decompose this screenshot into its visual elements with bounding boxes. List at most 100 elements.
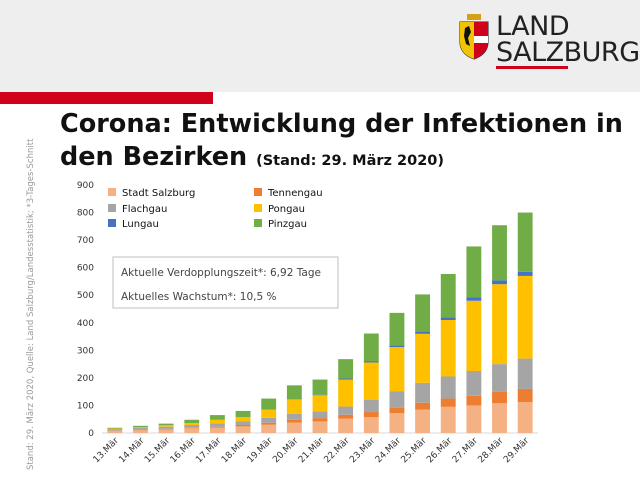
x-tick-label: 28.Mär [476,436,505,465]
bar-segment-pinzgau [363,333,379,362]
x-tick-label: 15.Mär [143,436,172,465]
bar-segment-stadt-salzburg [363,417,379,433]
legend-label: Tennengau [267,188,323,199]
y-tick-label: 300 [77,346,94,356]
bar-segment-flachgau [158,426,174,429]
x-tick-label: 18.Mär [220,436,249,465]
y-tick-label: 600 [77,264,94,274]
logo-underline [496,66,568,69]
bar-segment-stadt-salzburg [261,424,277,433]
y-tick-label: 200 [77,374,94,384]
logo-line-2: SALZBURG [496,37,640,68]
bar-segment-tennengau [440,398,456,407]
bar-segment-pongau [466,300,482,371]
bar-segment-stadt-salzburg [107,430,123,433]
bar-segment-tennengau [517,388,533,403]
x-tick-label: 13.Mär [92,436,121,465]
bar-segment-tennengau [209,426,225,428]
bar-segment-flachgau [235,421,251,426]
bar-segment-flachgau [440,376,456,399]
bar-segment-pinzgau [517,212,533,272]
bar-segment-flachgau [312,411,328,419]
accent-bar [0,92,213,104]
bar-segment-pinzgau [492,225,507,281]
bar-segment-stadt-salzburg [158,429,174,433]
header-bar [0,0,640,92]
y-tick-label: 400 [77,319,94,329]
land-salzburg-logo: LAND SALZBURG [456,10,640,80]
bar-segment-pongau [440,320,456,377]
x-tick-label: 14.Mär [117,436,146,465]
bar-segment-tennengau [184,427,200,429]
bar-segment-pinzgau [158,423,174,426]
x-tick-label: 17.Mär [194,436,223,465]
bar-segment-stadt-salzburg [466,405,482,433]
bar-segment-lungau [466,297,482,301]
x-tick-label: 19.Mär [246,436,275,465]
bar-segment-lungau [338,378,354,380]
slide-title: Corona: Entwicklung der Infektionen in d… [60,108,635,178]
x-tick-label: 25.Mär [400,436,429,465]
legend-label: Stadt Salzburg [122,188,195,199]
y-tick-label: 800 [77,209,94,219]
bar-segment-tennengau [261,422,277,425]
bar-segment-flachgau [492,364,507,392]
bar-segment-pinzgau [440,274,456,318]
bar-segment-pongau [363,362,379,400]
bar-segment-tennengau [312,418,328,422]
x-tick-label: 29.Mär [502,436,531,465]
doubling-time-text: Aktuelle Verdopplungszeit*: 6,92 Tage [121,267,321,279]
x-tick-label: 21.Mär [297,436,326,465]
bar-segment-pinzgau [415,294,431,332]
legend-swatch [254,204,262,212]
y-tick-label: 700 [77,236,94,246]
bar-segment-stadt-salzburg [184,428,200,433]
legend-label: Pinzgau [268,219,307,230]
bar-segment-stadt-salzburg [312,421,328,433]
bar-segment-stadt-salzburg [440,406,456,433]
bar-segment-flachgau [363,399,379,413]
bar-segment-pinzgau [286,385,302,400]
bar-segment-pinzgau [312,379,328,395]
x-tick-label: 23.Mär [348,436,377,465]
legend-swatch [108,188,116,196]
bar-segment-stadt-salzburg [415,409,431,433]
bar-segment-tennengau [492,391,507,404]
bar-segment-flachgau [415,382,431,403]
legend-swatch [108,219,116,227]
bar-segment-stadt-salzburg [133,430,148,433]
bar-segment-pongau [107,428,123,430]
bar-segment-pongau [517,275,533,359]
bar-segment-pongau [235,417,251,422]
bar-segment-pongau [158,425,174,427]
bar-segment-pongau [133,427,148,429]
bar-segment-lungau [517,271,533,276]
x-tick-label: 22.Mär [323,436,352,465]
bar-segment-pinzgau [107,427,123,429]
bar-segment-flachgau [107,429,123,431]
bar-segment-flachgau [389,391,405,408]
coat-of-arms-icon [459,14,489,60]
bar-segment-flachgau [209,423,225,427]
bar-segment-stadt-salzburg [235,426,251,433]
bar-segment-tennengau [389,407,405,414]
bar-segment-pongau [338,379,354,407]
source-note: Stand: 29. März 2020, Quelle: Land Salzb… [26,138,36,470]
bar-segment-tennengau [466,395,482,406]
legend-swatch [108,204,116,212]
bar-segment-pinzgau [235,410,251,418]
y-tick-label: 500 [77,291,94,301]
bar-segment-stadt-salzburg [209,427,225,433]
bar-segment-lungau [440,317,456,321]
title-sub: (Stand: 29. März 2020) [256,153,444,169]
bar-segment-tennengau [415,402,431,410]
x-tick-label: 16.Mär [169,436,198,465]
bar-segment-flachgau [184,425,200,428]
bar-segment-pongau [415,333,431,383]
bar-segment-tennengau [235,425,251,427]
x-tick-label: 20.Mär [271,436,300,465]
bar-segment-pongau [261,409,277,418]
bar-segment-lungau [389,345,405,348]
legend-swatch [254,188,262,196]
bar-segment-lungau [312,394,328,396]
